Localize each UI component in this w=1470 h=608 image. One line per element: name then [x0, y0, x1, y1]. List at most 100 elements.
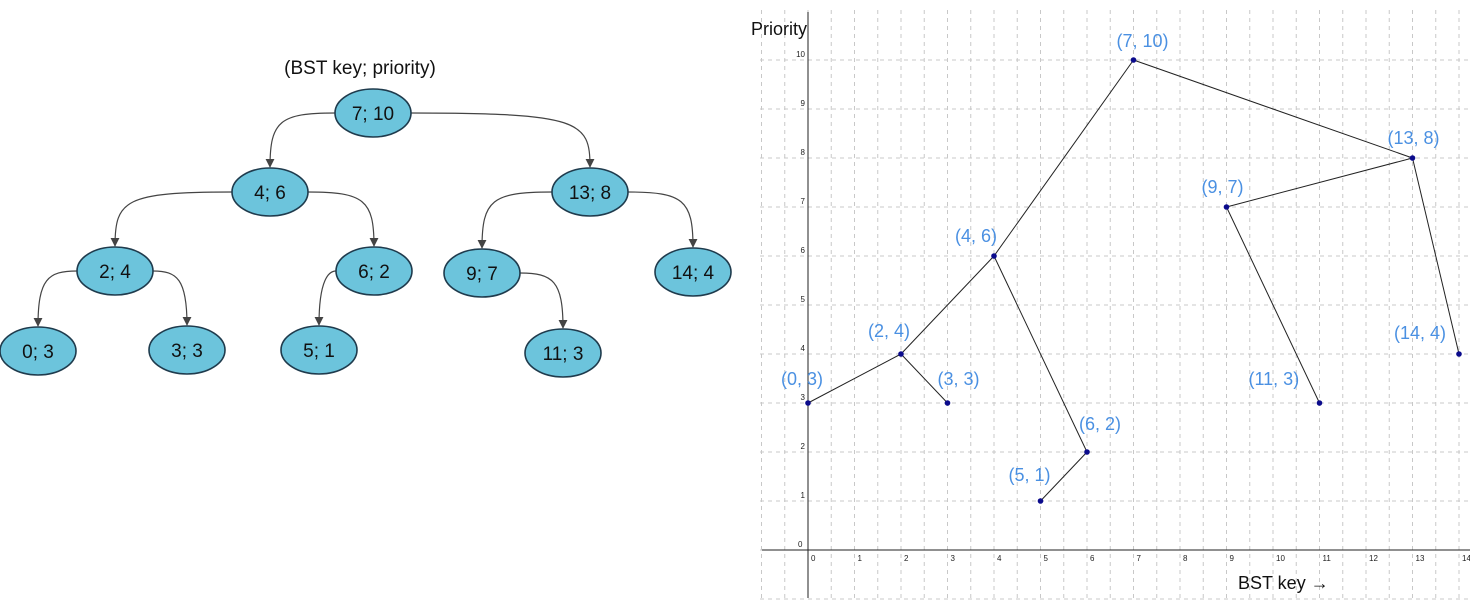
plot-points	[805, 57, 1462, 504]
tree-node-ellipse	[148, 325, 226, 375]
plot-point-label-14: (14, 4)	[1394, 323, 1446, 343]
y-tick-9: 9	[801, 99, 806, 108]
y-tick-8: 8	[801, 148, 806, 157]
y-tick-5: 5	[801, 295, 806, 304]
tree-edge-13-9	[477, 191, 553, 249]
x-tick-13: 13	[1416, 554, 1425, 563]
tree-node-ellipse	[443, 248, 521, 298]
tree-edge-2-0	[33, 270, 78, 327]
plot-point-label-2: (2, 4)	[868, 321, 910, 341]
tree-node-9: 9; 7	[443, 248, 521, 298]
plot-point-label-6: (6, 2)	[1079, 414, 1121, 434]
plot-point-11	[1316, 400, 1323, 406]
tree-node-5: 5; 1	[280, 325, 358, 375]
tree-node-label: 9; 7	[466, 264, 498, 285]
x-tick-10: 10	[1276, 554, 1285, 563]
tree-node-ellipse	[231, 167, 309, 217]
plot-point-0	[805, 400, 811, 406]
plot-point-label-11: (11, 3)	[1249, 369, 1300, 389]
tree-node-ellipse	[335, 246, 413, 296]
x-tick-0: 0	[811, 554, 816, 563]
x-tick-8: 8	[1183, 554, 1188, 563]
plot-point-4	[991, 253, 997, 259]
tree-node-ellipse	[0, 326, 77, 376]
x-tick-12: 12	[1369, 554, 1378, 563]
tree-node-0: 0; 3	[0, 326, 77, 376]
y-tick-10: 10	[796, 50, 805, 59]
x-tick-2: 2	[904, 554, 909, 563]
tree-node-3: 3; 3	[148, 325, 226, 375]
y-tick-7: 7	[801, 197, 806, 206]
tree-edge-13-14	[627, 191, 698, 248]
tree-node-ellipse	[280, 325, 358, 375]
tree-node-6: 6; 2	[335, 246, 413, 296]
tree-node-label: 13; 8	[569, 183, 611, 204]
tree-node-14: 14; 4	[654, 247, 732, 297]
tree-edge-4-2	[110, 191, 233, 247]
plot-point-6	[1084, 449, 1090, 455]
tree-edge-6-5	[314, 270, 337, 326]
x-tick-5: 5	[1044, 554, 1049, 563]
tree-node-label: 7; 10	[352, 104, 394, 125]
tree-node-label: 0; 3	[22, 342, 54, 363]
tree-edges	[33, 112, 698, 329]
tree-node-11: 11; 3	[524, 328, 602, 378]
tree-node-ellipse	[654, 247, 732, 297]
tree-edge-7-4	[265, 112, 336, 168]
plot-point-label-9: (9, 7)	[1202, 177, 1244, 197]
tree-node-label: 6; 2	[358, 262, 390, 283]
plot-point-label-0: (0, 3)	[781, 369, 823, 389]
x-tick-14: 14	[1462, 554, 1470, 563]
plot-edge-2-3	[900, 353, 948, 404]
x-tick-11: 11	[1323, 554, 1332, 563]
tree-node-ellipse	[334, 88, 412, 138]
plot-edge-6-5	[1040, 451, 1088, 502]
tree-edge-9-11	[519, 272, 568, 329]
tree-edge-4-6	[307, 191, 379, 247]
plot-edge-2-0	[807, 353, 902, 404]
plot-point-13	[1409, 155, 1416, 161]
plot-point-label-13: (13, 8)	[1388, 128, 1440, 148]
plot-point-label-4: (4, 6)	[955, 226, 997, 246]
x-tick-4: 4	[997, 554, 1002, 563]
tree-node-label: 4; 6	[254, 183, 286, 204]
plot-edge-7-13	[1133, 59, 1413, 159]
plot-axes	[762, 12, 1470, 598]
tree-edge-7-13	[410, 112, 595, 168]
tree-node-label: 3; 3	[171, 341, 203, 362]
tree-node-label: 2; 4	[99, 262, 131, 283]
tree-node-ellipse	[76, 246, 154, 296]
plot-point-9	[1223, 204, 1230, 210]
x-tick-6: 6	[1090, 554, 1095, 563]
y-tick-2: 2	[801, 442, 806, 451]
plot-edge-4-6	[993, 255, 1088, 453]
plot-point-14	[1456, 351, 1462, 357]
x-axis-title: BST key →	[1238, 573, 1329, 593]
plot-edges	[807, 59, 1460, 502]
plot-point-label-3: (3, 3)	[938, 369, 980, 389]
plot-point-label-7: (7, 10)	[1117, 31, 1169, 51]
tree-node-ellipse	[524, 328, 602, 378]
plot-point-label-5: (5, 1)	[1009, 465, 1051, 485]
tree-node-label: 5; 1	[303, 341, 335, 362]
plot-point-labels: (7, 10) (13, 8) (9, 7) (4, 6) (2, 4) (14, 4) (…	[781, 31, 1446, 485]
plot-edge-13-14	[1412, 157, 1460, 355]
y-tick-0: 0	[798, 540, 803, 549]
plot-point-5	[1037, 498, 1044, 504]
plot-edge-7-4	[993, 59, 1134, 257]
tree-node-7: 7; 10	[334, 88, 412, 138]
tree-node-ellipse	[551, 167, 629, 217]
plot-grid	[760, 10, 1470, 600]
tree-node-label: 14; 4	[672, 263, 715, 284]
tree-node-13: 13; 8	[551, 167, 629, 217]
plot-edge-4-2	[900, 255, 995, 355]
y-tick-4: 4	[801, 344, 806, 353]
x-tick-3: 3	[951, 554, 956, 563]
plot-point-3	[944, 400, 951, 406]
plot-edge-9-11	[1226, 206, 1320, 404]
tree-node-2: 2; 4	[76, 246, 154, 296]
y-tick-6: 6	[801, 246, 806, 255]
